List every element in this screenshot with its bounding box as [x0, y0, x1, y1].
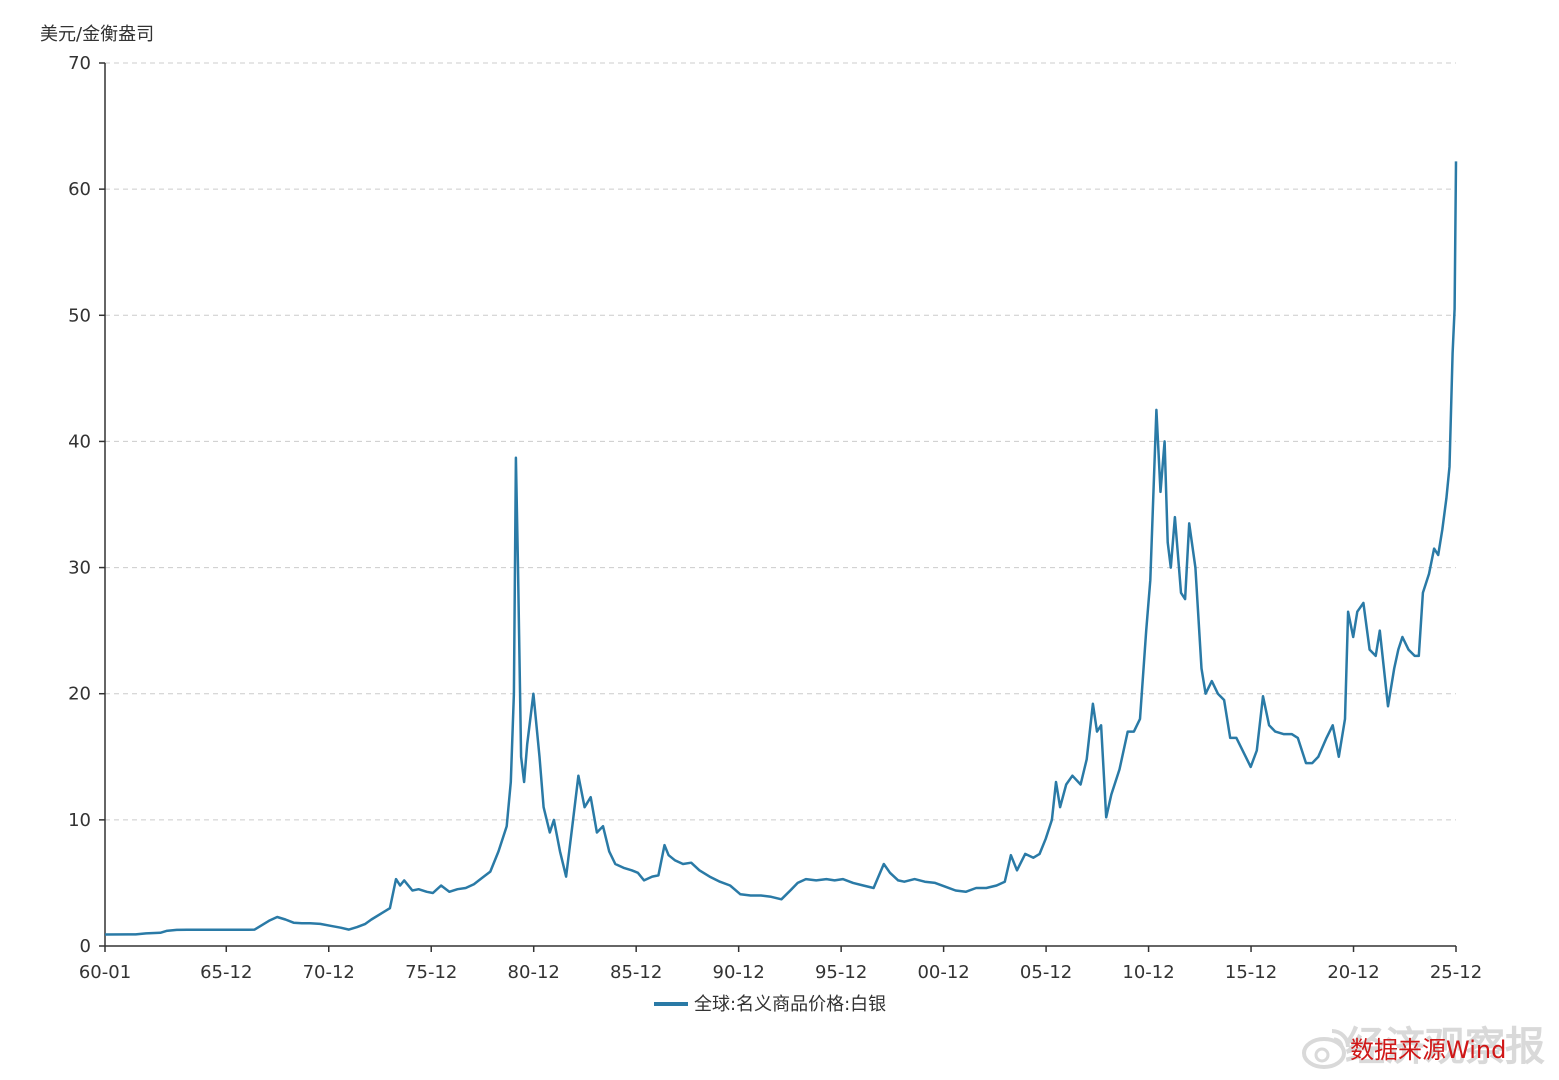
legend[interactable]: 全球:名义商品价格:白银	[654, 994, 886, 1015]
x-tick-label: 95-12	[815, 962, 867, 983]
x-tick-label: 85-12	[610, 962, 662, 983]
x-tick-label: 10-12	[1122, 962, 1174, 983]
y-tick-label: 20	[68, 684, 91, 705]
y-tick-label: 70	[68, 53, 91, 74]
series-layer	[104, 161, 1458, 936]
legend-label: 全球:名义商品价格:白银	[694, 994, 886, 1015]
weibo-logo-icon	[1302, 1029, 1350, 1069]
y-tick-label: 30	[68, 558, 91, 579]
grid-lines	[105, 62, 1456, 821]
x-tick-label: 65-12	[200, 962, 252, 983]
x-tick-label: 75-12	[405, 962, 457, 983]
x-tick-label: 70-12	[303, 962, 355, 983]
x-tick-label: 80-12	[508, 962, 560, 983]
x-tick-label: 25-12	[1430, 962, 1482, 983]
y-axis-unit-label: 美元/金衡盎司	[40, 24, 154, 45]
x-axis: 60-01 65-12 70-12 75-12 80-12 85-12 90-12 95-12…	[79, 945, 1482, 983]
data-source-label: 数据来源Wind	[1350, 1036, 1506, 1064]
x-tick-label: 05-12	[1020, 962, 1072, 983]
watermark-text: 经济观察报	[1345, 1024, 1545, 1070]
watermark: 经济观察报 数据来源Wind	[1302, 1024, 1545, 1070]
x-tick-label: 00-12	[917, 962, 969, 983]
series-line-silver	[104, 161, 1458, 936]
y-tick-label: 60	[68, 179, 91, 200]
y-tick-label: 40	[68, 431, 91, 452]
y-tick-label: 10	[68, 810, 91, 831]
x-tick-label: 15-12	[1225, 962, 1277, 983]
x-tick-label: 60-01	[79, 962, 131, 983]
y-tick-label: 50	[68, 305, 91, 326]
y-axis: 0 10 20 30 40 50 60 70	[68, 53, 106, 957]
x-tick-label: 90-12	[713, 962, 765, 983]
x-tick-label: 20-12	[1327, 962, 1379, 983]
y-tick-label: 0	[80, 936, 91, 957]
